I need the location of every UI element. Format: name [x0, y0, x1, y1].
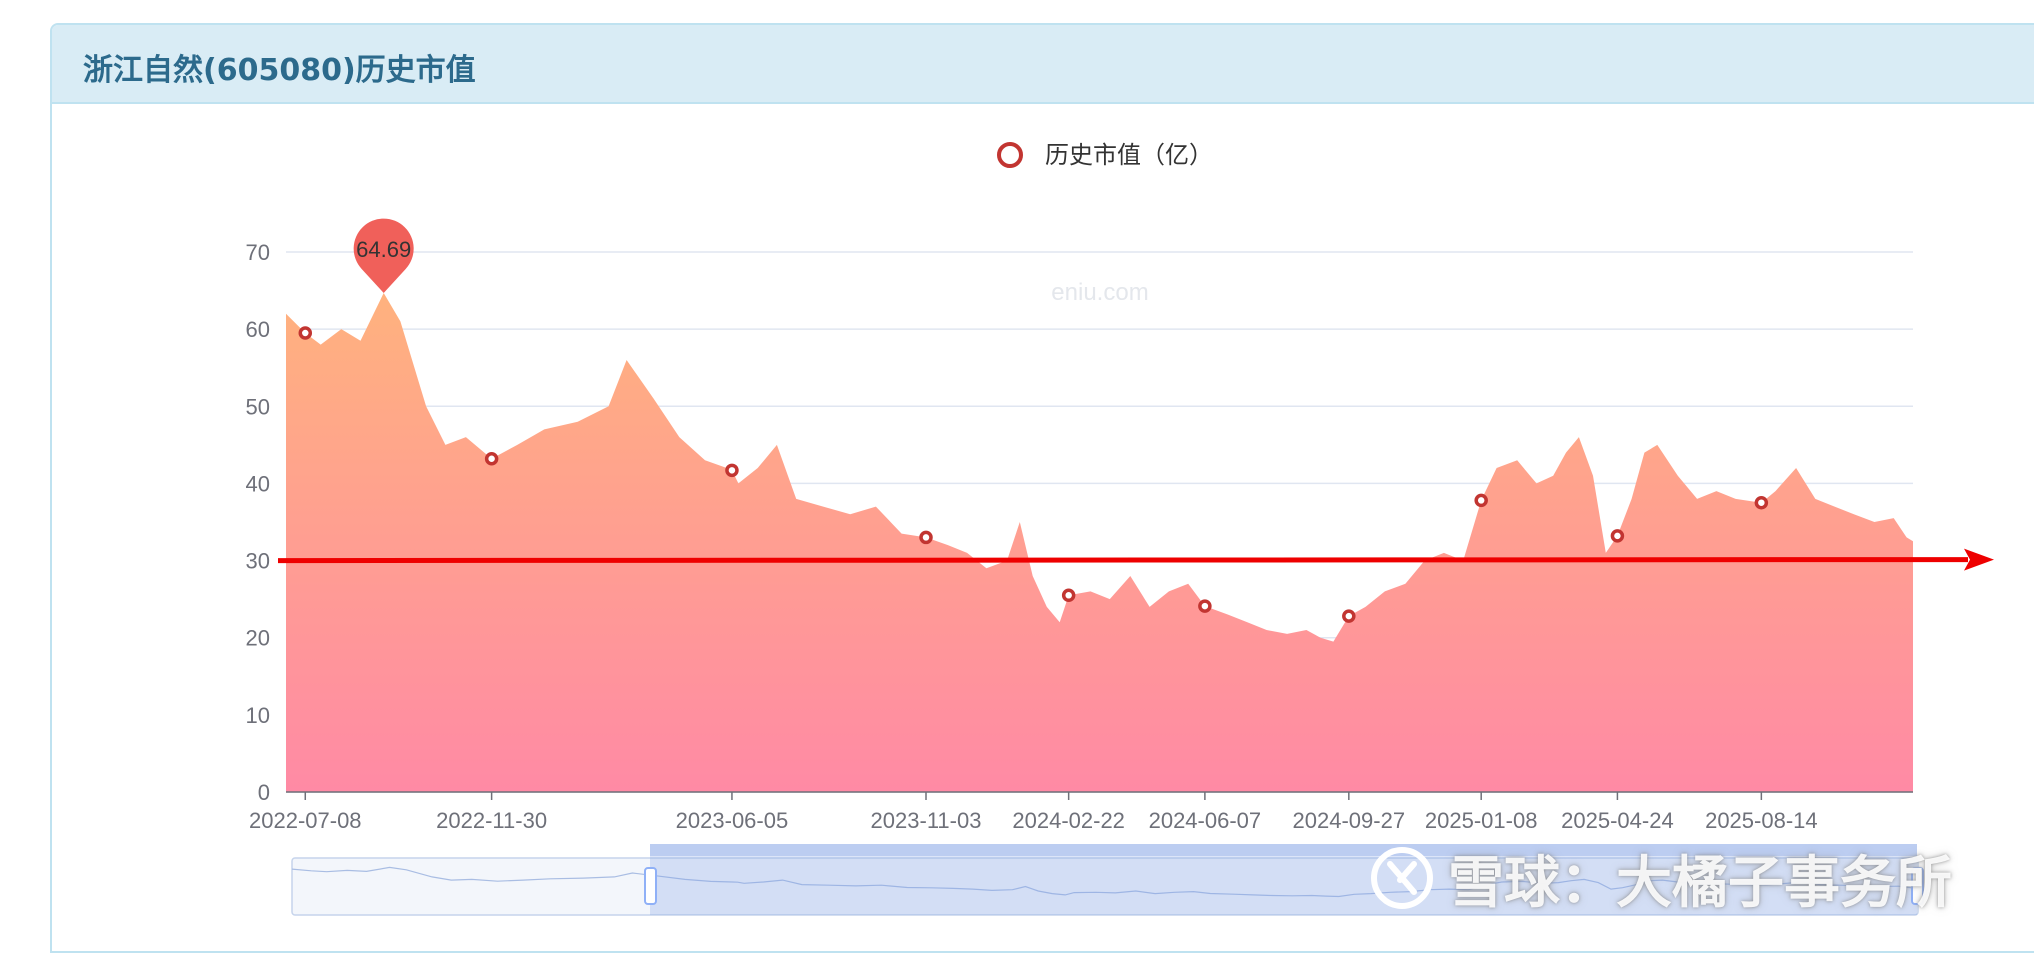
x-tick-label: 2025-01-08 — [1425, 808, 1538, 833]
xueqiu-watermark-text: 雪球：大橘子事务所 — [1448, 850, 1952, 916]
legend-label: 历史市值（亿） — [1045, 141, 1213, 169]
xueqiu-watermark: 雪球：大橘子事务所 — [1370, 838, 1952, 918]
x-tick-label: 2024-02-22 — [1012, 808, 1125, 833]
datazoom-handle-left[interactable] — [644, 867, 657, 905]
site-watermark: eniu.com — [1051, 279, 1148, 306]
x-tick-label: 2024-06-07 — [1149, 808, 1262, 833]
datazoom-move-bar — [650, 844, 1917, 856]
y-tick-label: 10 — [246, 703, 270, 728]
data-point-marker — [1342, 609, 1356, 623]
data-point-marker — [919, 530, 933, 545]
x-tick-label: 2022-07-08 — [249, 808, 362, 833]
y-tick-label: 50 — [246, 394, 270, 419]
x-tick-label: 2023-11-03 — [871, 808, 982, 833]
y-tick-label: 60 — [246, 317, 270, 342]
xueqiu-logo-icon — [1371, 847, 1433, 909]
x-tick-label: 2023-06-05 — [676, 808, 789, 833]
x-tick-label: 2025-08-14 — [1705, 808, 1818, 833]
y-tick-label: 20 — [246, 626, 270, 651]
data-point-marker — [1754, 495, 1769, 510]
legend-marker — [997, 142, 1023, 168]
panel-header: 浙江自然(605080)历史市值 — [52, 25, 2034, 104]
data-point-marker — [1474, 493, 1488, 508]
datazoom-handle-right[interactable] — [1911, 867, 1924, 905]
data-point-marker — [1610, 529, 1625, 543]
x-tick-label: 2022-11-30 — [436, 808, 547, 833]
data-point-marker — [1061, 588, 1076, 603]
reference-arrow-line — [277, 557, 1969, 564]
y-tick-label: 0 — [258, 780, 270, 805]
max-value-pin — [353, 218, 414, 293]
data-point-marker — [725, 463, 739, 478]
y-tick-label: 40 — [246, 471, 270, 496]
datazoom-selected-range — [650, 844, 1917, 915]
x-tick-label: 2025-04-24 — [1561, 808, 1674, 833]
data-point-marker — [298, 326, 313, 340]
panel-title: 浙江自然(605080)历史市值 — [83, 53, 476, 88]
reference-arrow-head — [1964, 548, 1994, 571]
datazoom-preview-line — [291, 866, 1919, 898]
x-tick-label: 2024-09-27 — [1293, 808, 1406, 833]
series-area — [286, 293, 1913, 792]
max-value-label: 64.69 — [356, 237, 411, 262]
y-tick-label: 70 — [246, 240, 270, 265]
y-tick-label: 30 — [246, 549, 270, 574]
data-point-marker — [1198, 599, 1212, 613]
data-point-marker — [484, 451, 499, 466]
